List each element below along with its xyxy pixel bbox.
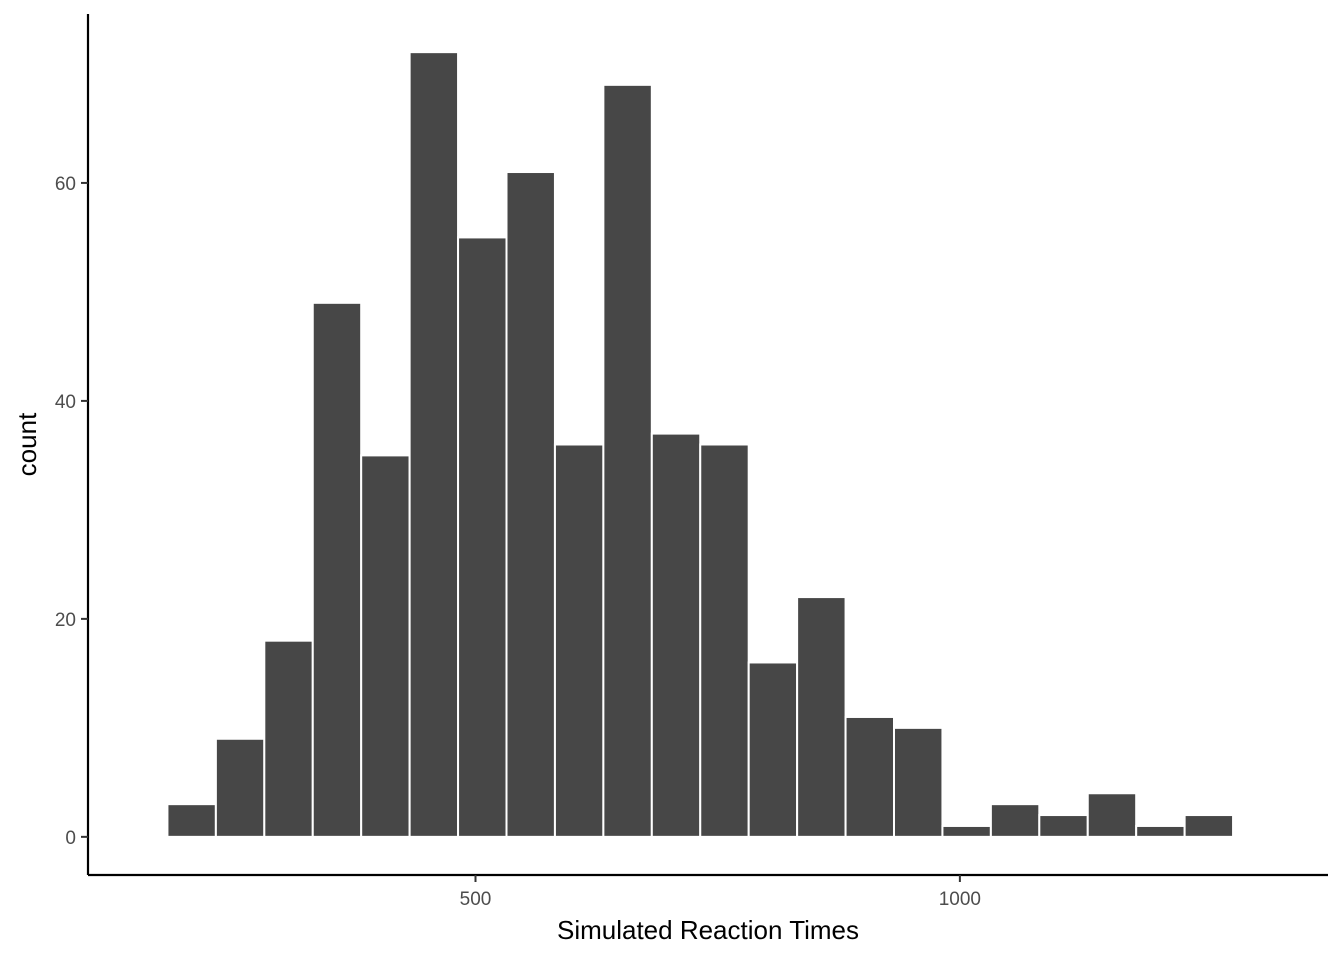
x-axis-title: Simulated Reaction Times bbox=[557, 915, 859, 945]
histogram-bar-10 bbox=[602, 83, 653, 838]
y-axis-title: count bbox=[12, 412, 42, 476]
x-tick-label-1000: 1000 bbox=[939, 889, 981, 910]
histogram-bar-9 bbox=[553, 443, 605, 838]
x-tick-label-500: 500 bbox=[460, 889, 492, 910]
y-ticks-layer: 0 20 40 60 bbox=[55, 174, 88, 849]
histogram-bar-5 bbox=[360, 454, 411, 838]
histogram-bar-19 bbox=[1038, 814, 1089, 838]
histogram-bar-8 bbox=[505, 171, 556, 838]
axes-layer bbox=[86, 14, 1328, 877]
x-ticks-layer: 500 1000 bbox=[460, 875, 981, 910]
histogram-bar-4 bbox=[311, 301, 363, 838]
histogram-bar-11 bbox=[650, 432, 702, 838]
histogram-bar-22 bbox=[1183, 814, 1235, 838]
histogram-bar-2 bbox=[214, 737, 266, 838]
histogram-bar-12 bbox=[699, 443, 750, 838]
histogram-bar-20 bbox=[1086, 792, 1138, 838]
histogram-bar-15 bbox=[844, 715, 895, 838]
histogram-bar-3 bbox=[263, 639, 314, 838]
histogram-bar-6 bbox=[408, 51, 460, 838]
histogram-bar-17 bbox=[941, 824, 992, 838]
histogram-bar-21 bbox=[1135, 824, 1186, 838]
histogram-bar-13 bbox=[747, 661, 799, 838]
histogram-bar-18 bbox=[989, 803, 1041, 838]
histogram-bar-7 bbox=[457, 236, 508, 838]
histogram-bar-16 bbox=[893, 726, 944, 838]
y-tick-label-60: 60 bbox=[55, 174, 76, 195]
histogram-bar-14 bbox=[796, 596, 847, 838]
histogram-bar-1 bbox=[166, 803, 217, 838]
bars-layer bbox=[166, 51, 1235, 838]
y-tick-label-40: 40 bbox=[55, 392, 76, 413]
y-tick-label-20: 20 bbox=[55, 610, 76, 631]
y-tick-label-0: 0 bbox=[65, 828, 76, 849]
